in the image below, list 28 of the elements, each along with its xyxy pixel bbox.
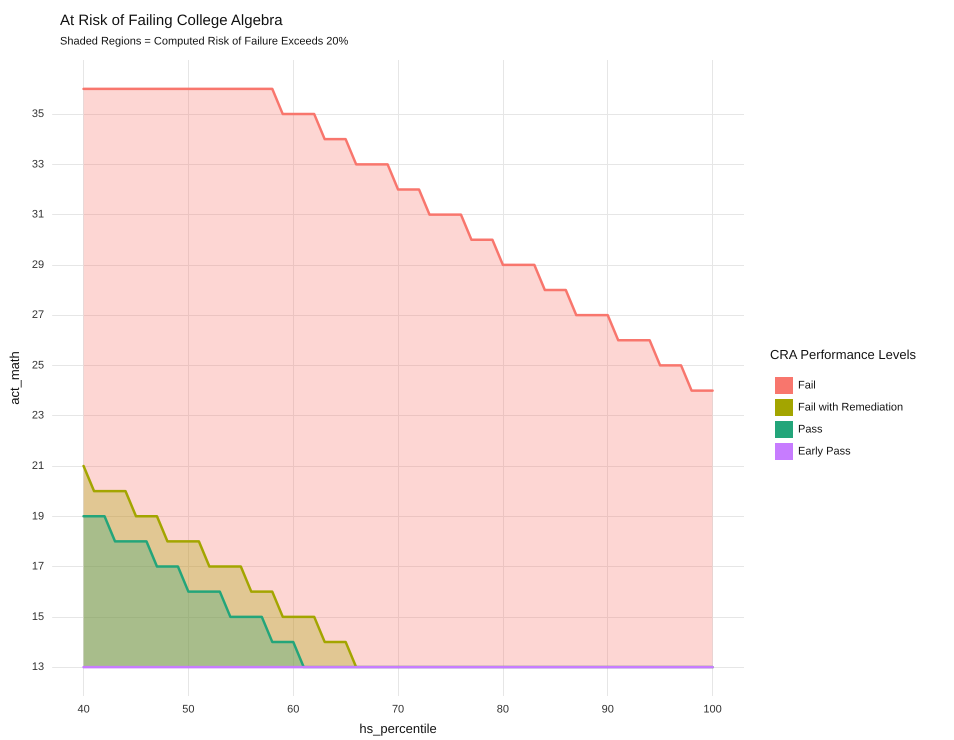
legend-title: CRA Performance Levels: [770, 347, 916, 362]
x-tick-label: 90: [602, 704, 614, 716]
x-tick-label: 100: [703, 704, 722, 716]
y-tick-label: 29: [32, 258, 44, 271]
y-tick-label: 23: [32, 410, 44, 422]
y-tick-label: 15: [32, 610, 44, 623]
x-tick-label: 50: [182, 704, 195, 716]
y-tick-label: 17: [32, 560, 44, 573]
chart-title: At Risk of Failing College Algebra: [60, 12, 284, 29]
x-axis-title: hs_percentile: [359, 721, 437, 736]
y-tick-label: 31: [32, 208, 44, 221]
y-tick-label: 19: [32, 510, 44, 522]
x-tick-label: 80: [496, 704, 510, 716]
y-axis-title: act_math: [7, 351, 22, 405]
y-tick-label: 33: [32, 158, 44, 170]
y-tick-label: 35: [32, 108, 44, 120]
y-tick-label: 13: [32, 661, 44, 674]
y-tick-label: 25: [32, 359, 44, 372]
x-tick-label: 40: [77, 704, 90, 716]
x-tick-label: 70: [392, 704, 404, 716]
x-tick-label: 60: [287, 704, 300, 716]
legend-label: Fail: [798, 380, 816, 392]
y-tick-label: 27: [32, 309, 44, 322]
chart-subtitle: Shaded Regions = Computed Risk of Failure Exceeds 20%: [60, 36, 349, 48]
legend-label: Early Pass: [798, 446, 852, 458]
legend-label: Pass: [798, 424, 823, 436]
legend-label: Fail with Remediation: [798, 402, 904, 414]
y-tick-label: 21: [32, 460, 44, 472]
